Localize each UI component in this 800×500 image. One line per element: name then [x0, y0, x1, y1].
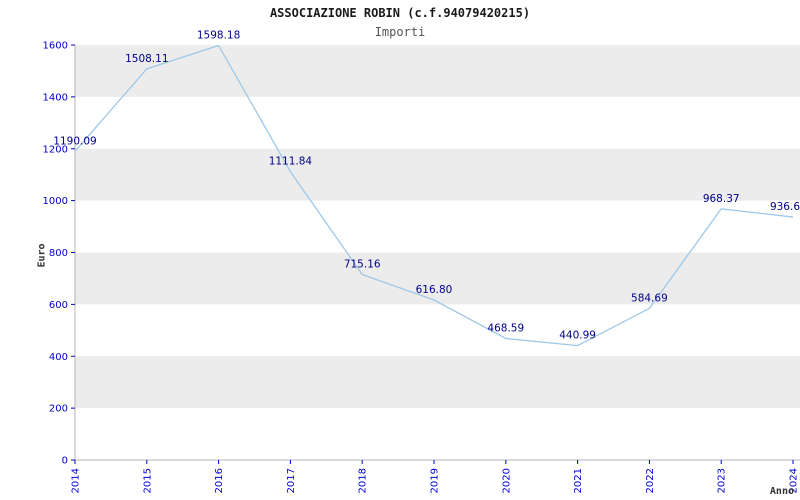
y-tick-label: 1200 — [43, 144, 68, 155]
y-tick-label: 1400 — [43, 92, 68, 103]
data-point-label: 936.6 — [770, 201, 800, 213]
x-tick-label: 2023 — [717, 468, 728, 493]
plot-band — [75, 252, 800, 305]
x-tick-label: 2014 — [71, 468, 82, 493]
data-point-label: 1111.84 — [269, 156, 313, 168]
y-tick-label: 1000 — [43, 196, 68, 207]
data-point-label: 584.69 — [631, 292, 668, 304]
y-tick-label: 200 — [49, 404, 68, 415]
data-point-label: 1508.11 — [125, 53, 168, 65]
chart-title: ASSOCIAZIONE ROBIN (c.f.94079420215) — [269, 6, 531, 20]
data-point-label: 468.59 — [487, 322, 524, 334]
data-point-label: 1598.18 — [197, 29, 240, 41]
x-tick-label: 2022 — [645, 468, 656, 493]
plot-band — [75, 45, 800, 97]
chart-subtitle: Importi — [374, 25, 426, 39]
x-axis-label: Anno — [769, 486, 794, 497]
data-point-label: 715.16 — [344, 259, 381, 271]
y-axis-label: Euro — [36, 243, 48, 268]
y-tick-label: 400 — [49, 352, 68, 363]
data-point-label: 968.37 — [703, 193, 740, 205]
y-tick-label: 1600 — [43, 41, 68, 52]
plot-band — [75, 148, 800, 201]
x-tick-label: 2018 — [358, 468, 369, 493]
data-point-label: 440.99 — [559, 330, 596, 342]
importi-line — [74, 44, 794, 347]
x-tick-label: 2021 — [573, 468, 584, 493]
data-point-label: 1190.09 — [53, 135, 96, 147]
x-tick-label: 2020 — [501, 468, 512, 493]
plot-band — [75, 356, 800, 409]
data-point-label: 616.80 — [416, 284, 453, 296]
x-tick-label: 2017 — [286, 468, 297, 493]
y-tick-label: 0 — [62, 456, 68, 467]
x-tick-label: 2015 — [142, 468, 153, 493]
x-tick-label: 2024 — [789, 468, 800, 493]
y-tick-label: 600 — [49, 300, 68, 311]
y-tick-label: 800 — [49, 248, 68, 259]
x-tick-label: 2019 — [430, 468, 441, 493]
x-tick-label: 2016 — [214, 468, 225, 493]
